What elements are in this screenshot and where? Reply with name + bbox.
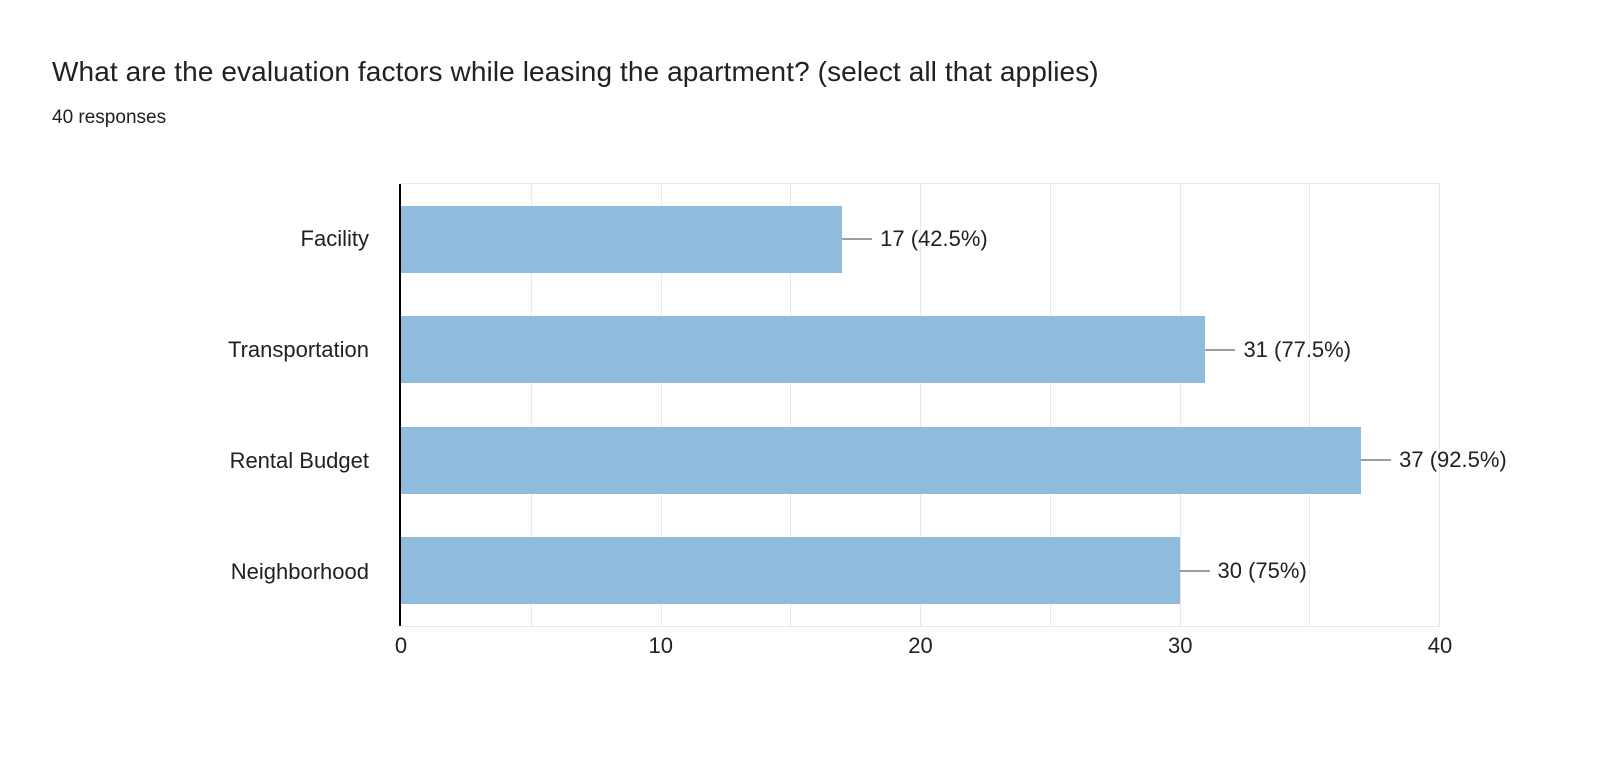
value-label: 31 (77.5%) [1243, 336, 1352, 362]
response-count: 40 responses [52, 107, 167, 128]
value-connector-line [1205, 348, 1236, 351]
value-connector-line [842, 238, 873, 241]
gridline [660, 184, 662, 626]
x-tick-label: 0 [394, 633, 408, 658]
bar-row: 17 (42.5%) [401, 184, 1439, 295]
category-label: Rental Budget [229, 447, 369, 473]
category-label: Neighborhood [230, 558, 369, 584]
value-label: 30 (75%) [1217, 557, 1307, 583]
question-title: What are the evaluation factors while le… [52, 56, 1099, 87]
category-label: Transportation [227, 336, 369, 362]
bar-rental-budget[interactable] [401, 426, 1362, 494]
value-label: 17 (42.5%) [880, 226, 988, 252]
plot-area: 17 (42.5%) 31 (77.5%) 37 (92.5%) 30 (75%) [399, 183, 1507, 627]
gridline [1049, 184, 1051, 626]
category-axis: Facility Transportation Rental Budget Neigh… [0, 183, 369, 627]
bar-neighborhood[interactable] [401, 537, 1180, 605]
x-tick-label: 40 [1427, 633, 1453, 658]
gridline [920, 184, 921, 626]
bar-row: 30 (75%) [401, 516, 1439, 627]
y-axis-line [399, 184, 401, 626]
x-axis: 0 10 20 30 40 [395, 633, 1452, 663]
value-connector-line [1361, 459, 1392, 462]
x-tick-label: 20 [908, 633, 933, 658]
gridline [1309, 184, 1311, 626]
bar-row: 37 (92.5%) [401, 405, 1507, 516]
bar-facility[interactable] [401, 205, 843, 273]
bar-rows: 17 (42.5%) 31 (77.5%) 37 (92.5%) 30 (75%) [401, 184, 1507, 627]
x-tick-label: 30 [1168, 633, 1193, 658]
gridline [790, 184, 792, 626]
value-label: 37 (92.5%) [1399, 447, 1507, 473]
bar-row: 31 (77.5%) [401, 295, 1439, 406]
x-tick-label: 10 [648, 633, 673, 658]
bar-transportation[interactable] [401, 316, 1206, 384]
value-connector-line [1179, 569, 1210, 572]
gridline [530, 184, 532, 626]
gridline [1179, 184, 1181, 626]
category-label: Facility [300, 225, 369, 251]
